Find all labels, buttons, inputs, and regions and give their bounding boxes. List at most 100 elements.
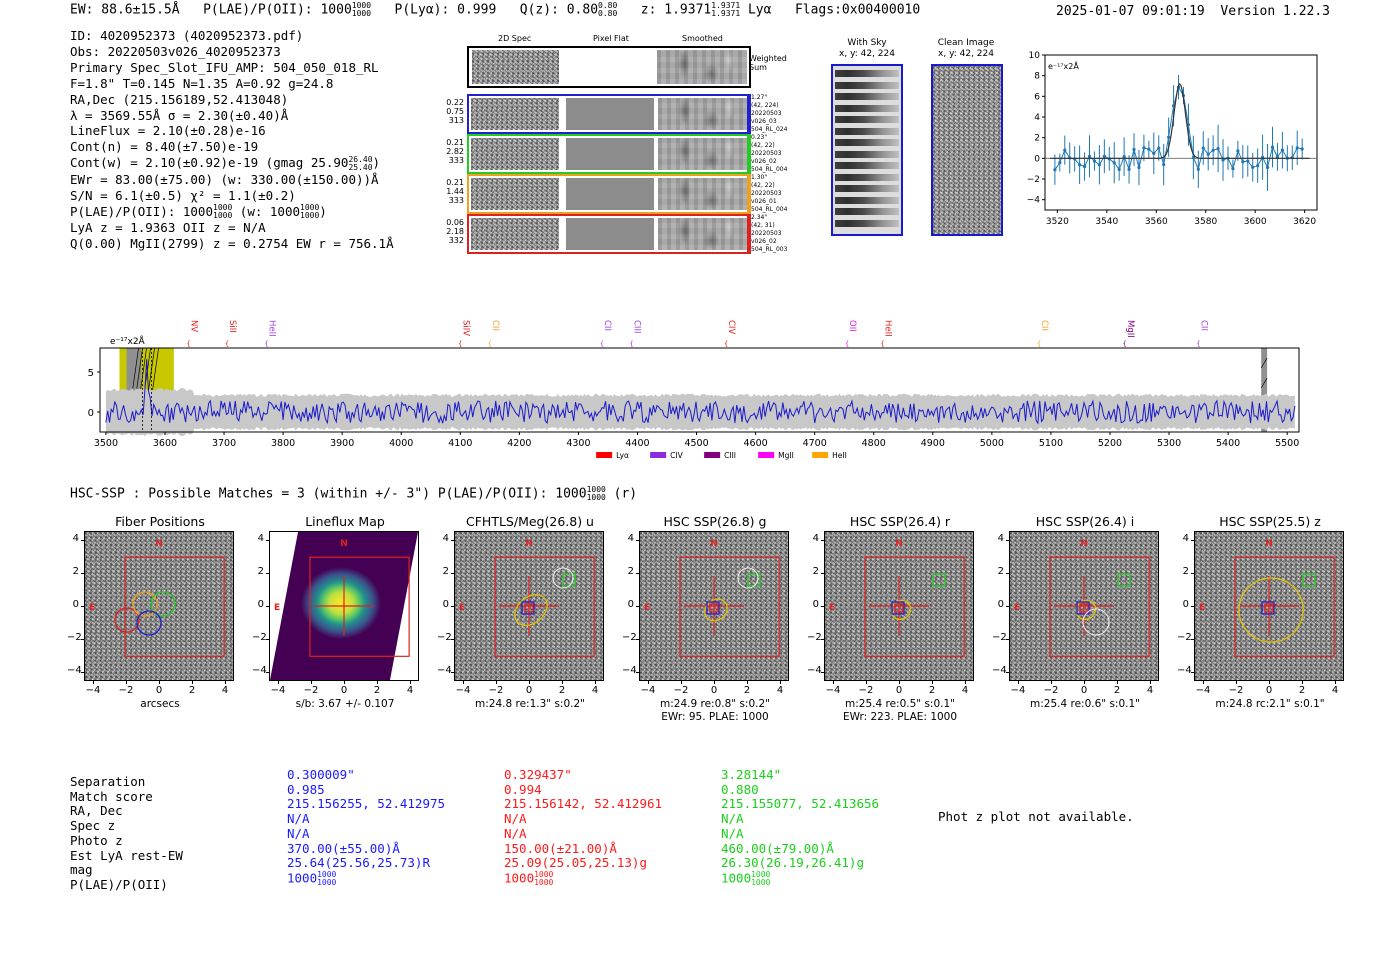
emission-line-marker: { bbox=[600, 340, 604, 348]
panel-y-tick-label: 2 bbox=[812, 566, 819, 577]
match-value: 215.156142, 52.412961 bbox=[504, 796, 663, 812]
label-mag: mag bbox=[70, 862, 93, 878]
spec-row-divider bbox=[656, 218, 658, 250]
panel-x-tick bbox=[1236, 680, 1237, 684]
panel-x-tick-label: 0 bbox=[1080, 685, 1088, 696]
panel-y-tick-label: 4 bbox=[442, 533, 449, 544]
match-box bbox=[1079, 603, 1089, 613]
panel-x-tick-label: −2 bbox=[673, 685, 689, 696]
panel-x-tick-label: 4 bbox=[591, 685, 599, 696]
image-panel: Fiber Positions N E 4 2 0 −2 −4 −4 −2 0 2 4 arcsecs bbox=[67, 512, 255, 727]
header-bar: EW: 88.6±15.5Å P(LAE)/P(OII): 1000 1000 10… bbox=[70, 2, 920, 18]
zoom-data-point bbox=[1137, 165, 1141, 170]
panel-y-tick bbox=[81, 540, 85, 541]
panel-y-tick bbox=[821, 573, 825, 574]
match-value: 150.00(±21.00)Å bbox=[504, 840, 617, 856]
header-line: Lyα bbox=[747, 2, 772, 18]
zoom-data-point bbox=[1270, 145, 1275, 149]
panel-overlay: NE bbox=[274, 539, 410, 657]
zoom-data-point bbox=[1236, 149, 1240, 153]
source-ellipse bbox=[1238, 577, 1304, 643]
panel-y-tick bbox=[81, 672, 85, 673]
full-spec-x-tick-label: 4800 bbox=[862, 438, 886, 449]
match-box bbox=[932, 573, 946, 587]
panel-y-tick-label: −4 bbox=[807, 665, 822, 676]
panel-x-tick-label: 4 bbox=[776, 685, 784, 696]
panel-y-tick-label: −2 bbox=[67, 632, 82, 643]
panel-y-tick bbox=[821, 540, 825, 541]
zoom-data-point bbox=[1082, 164, 1087, 169]
panel-overlay: NE bbox=[1199, 539, 1335, 657]
legend-swatch bbox=[650, 452, 667, 458]
zoom-x-tick-label: 3540 bbox=[1095, 217, 1118, 227]
panel-overlay: NE bbox=[829, 539, 965, 657]
spec-row-flat-image bbox=[566, 98, 654, 130]
panel-x-tick bbox=[278, 680, 279, 684]
zoom-data-point bbox=[1221, 158, 1225, 162]
spec-row-smooth-image bbox=[658, 138, 747, 170]
sky-fiber-band bbox=[835, 127, 899, 135]
panel-y-tick bbox=[1006, 573, 1010, 574]
emission-line-marker: { bbox=[186, 340, 190, 348]
header-version: Version 1.22.3 bbox=[1220, 4, 1330, 19]
zoom-data-point bbox=[1246, 159, 1250, 163]
match-plae: 1000 1000 1000 bbox=[287, 869, 337, 887]
full-spec-x-tick-label: 4600 bbox=[744, 438, 768, 449]
zoom-y-tick-label: 4 bbox=[1034, 113, 1040, 123]
panel-y-tick-label: 0 bbox=[442, 599, 449, 610]
zoom-y-tick-label: 0 bbox=[1034, 154, 1040, 164]
panel-x-tick bbox=[562, 680, 563, 684]
header-plae: P(LAE)/P(OII): 1000 bbox=[203, 2, 352, 18]
match-value: 215.155077, 52.413656 bbox=[721, 796, 880, 812]
panel-x-tick bbox=[410, 680, 411, 684]
mask-hatch bbox=[1260, 357, 1268, 369]
zoom-data-point bbox=[1127, 167, 1131, 171]
panel-y-tick bbox=[1191, 606, 1195, 607]
label-separation: Separation bbox=[70, 774, 146, 789]
panel-x-tick bbox=[1203, 680, 1204, 684]
zoom-data-point bbox=[1063, 148, 1067, 152]
zoom-data-point bbox=[1078, 163, 1082, 167]
panel-x-tick-label: −4 bbox=[455, 685, 471, 696]
spec-row-divider bbox=[562, 138, 564, 170]
sky-fiber-band bbox=[835, 219, 899, 227]
panel-x-tick bbox=[377, 680, 378, 684]
info-mgii: Q(0.00) MgII(2799) z = 0.2754 EW r = 756… bbox=[70, 235, 394, 251]
panel-y-tick bbox=[1006, 606, 1010, 607]
panel-y-tick bbox=[821, 606, 825, 607]
spec-row-fiber-info: 1.30" (42, 22) 20220503 v026_01 504_RL_004 bbox=[751, 174, 788, 213]
panel-title: HSC SSP(26.4) i bbox=[1035, 514, 1135, 529]
header-flags: Flags:0x00400010 bbox=[794, 2, 921, 18]
spec-row-fiber-info: 1.27" (42, 224) 20220503 v026_03 504_RL_024 bbox=[751, 94, 788, 133]
panel-y-tick-label: −2 bbox=[992, 632, 1007, 643]
zoom-data-point bbox=[1117, 167, 1121, 172]
neighbor-circle bbox=[1082, 608, 1110, 636]
spec-row-divider bbox=[562, 218, 564, 250]
panel-x-tick-label: 4 bbox=[406, 685, 414, 696]
neighbor-circle bbox=[737, 567, 759, 589]
emission-line-label: HeII bbox=[883, 320, 893, 337]
match-column: 0.329437" 0.994 215.156142, 52.412961 N/A N/… bbox=[504, 767, 663, 887]
fiber-circle bbox=[114, 607, 140, 633]
source-ellipse bbox=[890, 599, 912, 621]
image-panel: HSC SSP(26.8) g N E 4 2 0 −2 −4 −4 −2 0 2 4 m:24.9 re… bbox=[622, 512, 810, 727]
header-datetime: 2025-01-07 09:01:19 bbox=[1056, 4, 1205, 19]
panel-x-tick-label: 0 bbox=[1265, 685, 1273, 696]
hsc-header: HSC-SSP : Possible Matches = 3 (within +… bbox=[70, 485, 638, 502]
panel-x-tick-label: 4 bbox=[221, 685, 229, 696]
match-box bbox=[1076, 601, 1090, 615]
zoom-data-point bbox=[1201, 146, 1205, 150]
emission-line-label: HeII bbox=[267, 320, 277, 337]
aperture-box bbox=[864, 556, 965, 657]
spec-row-divider bbox=[562, 178, 564, 210]
zoom-data-point bbox=[1142, 146, 1146, 150]
full-spec-x-tick-label: 4700 bbox=[803, 438, 827, 449]
spec-row-fiber-info: 0.23" (42, 22) 20220503 v026_02 504_RL_004 bbox=[751, 134, 788, 173]
panel-x-tick bbox=[1018, 680, 1019, 684]
match-labels: Separation Match score RA, Dec Spec z Ph… bbox=[70, 774, 183, 893]
panel-y-tick-label: 0 bbox=[812, 599, 819, 610]
info-contw: Cont(w) = 2.10(±0.92)e-19 (gmag 25.90 26.… bbox=[70, 154, 381, 172]
match-box bbox=[891, 601, 905, 615]
sky-fiber-band bbox=[835, 162, 899, 169]
